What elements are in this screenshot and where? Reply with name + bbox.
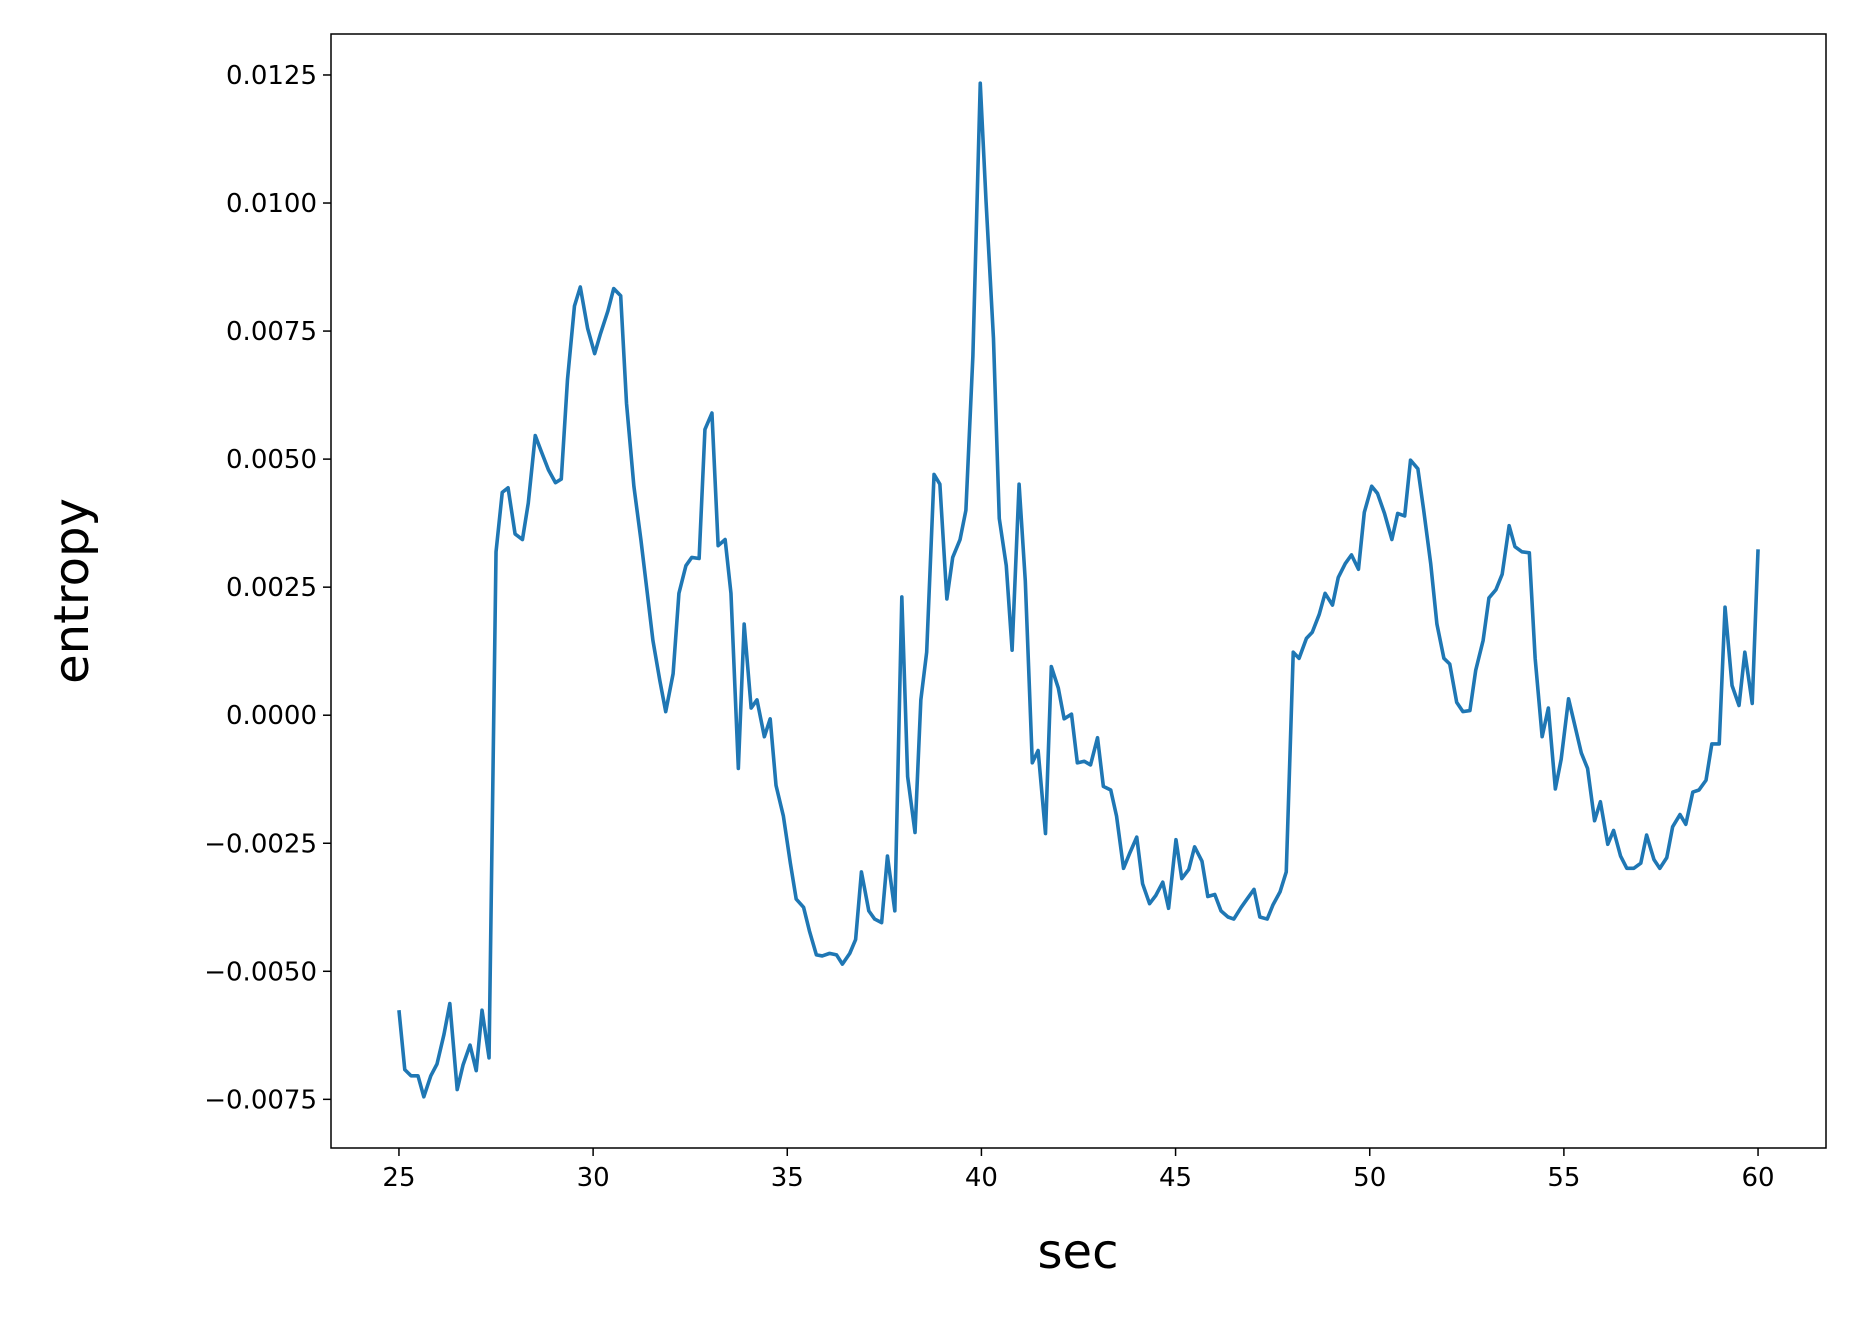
y-tick-label: 0.0025 — [226, 573, 317, 603]
x-axis-label: sec — [1038, 1224, 1119, 1280]
y-tick-label: 0.0000 — [226, 701, 317, 731]
y-tick-label: 0.0050 — [226, 445, 317, 475]
y-tick-label: −0.0025 — [204, 829, 317, 859]
y-tick-label: 0.0125 — [226, 61, 317, 91]
plot-frame — [330, 33, 1827, 1149]
y-axis-label: entropy — [44, 498, 100, 684]
data-line — [397, 81, 1760, 1099]
y-tick-label: −0.0075 — [204, 1085, 317, 1115]
x-tick-label: 50 — [1353, 1163, 1386, 1193]
x-tick-label: 40 — [965, 1163, 998, 1193]
x-tick-label: 30 — [577, 1163, 610, 1193]
x-tick-label: 35 — [771, 1163, 804, 1193]
x-tick-label: 55 — [1547, 1163, 1580, 1193]
y-tick-label: 0.0075 — [226, 317, 317, 347]
y-tick-label: −0.0050 — [204, 957, 317, 987]
x-tick-label: 25 — [382, 1163, 415, 1193]
x-tick-label: 45 — [1159, 1163, 1192, 1193]
x-tick-label: 60 — [1741, 1163, 1774, 1193]
y-tick-label: 0.0100 — [226, 189, 317, 219]
